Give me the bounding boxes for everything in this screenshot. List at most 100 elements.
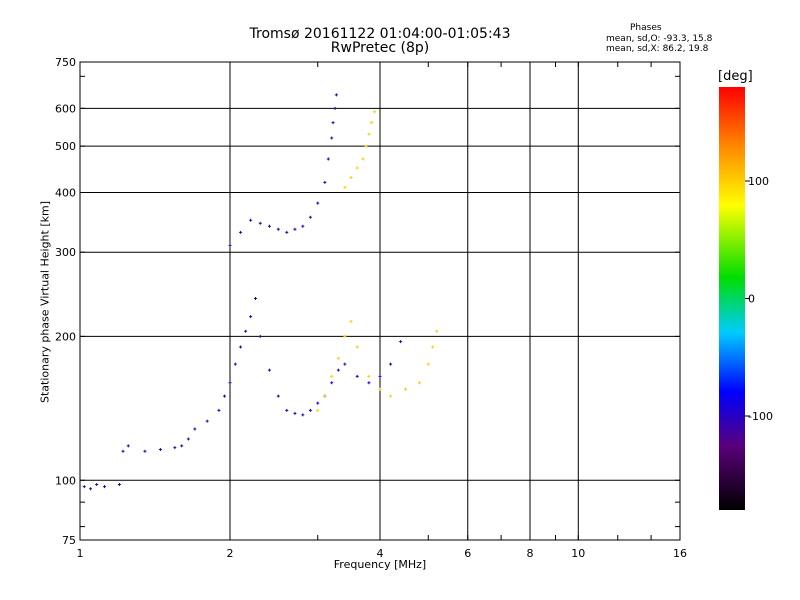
echo-point: [301, 224, 305, 228]
echo-point: [336, 368, 340, 372]
plot-grid: [80, 62, 680, 540]
echo-point: [403, 387, 407, 391]
y-tick-label: 750: [55, 56, 76, 69]
echo-point: [343, 334, 347, 338]
echo-point: [336, 356, 340, 360]
echo-point: [293, 227, 297, 231]
y-tick-label: 100: [55, 474, 76, 487]
echo-point: [355, 345, 359, 349]
echo-point: [333, 106, 337, 110]
echo-point: [117, 482, 121, 486]
echo-point: [228, 381, 232, 385]
echo-point: [370, 121, 374, 125]
echo-point: [258, 221, 262, 225]
y-tick-label: 500: [55, 140, 76, 153]
echo-point: [373, 110, 377, 114]
echo-point: [343, 185, 347, 189]
echo-point: [253, 297, 257, 301]
echo-points: [82, 93, 439, 491]
x-tick-label: 4: [377, 547, 384, 560]
echo-point: [82, 485, 86, 489]
echo-point: [121, 449, 125, 453]
y-tick-label: 400: [55, 186, 76, 199]
y-tick-label: 600: [55, 102, 76, 115]
colorbar-tick-label: 0: [748, 293, 755, 306]
chart-subtitle: RwPretec (8p): [330, 40, 430, 56]
echo-point: [285, 408, 289, 412]
echo-point: [399, 340, 403, 344]
echo-point: [239, 345, 243, 349]
echo-point: [361, 157, 365, 161]
echo-point: [205, 419, 209, 423]
echo-point: [173, 446, 177, 450]
echo-point: [331, 121, 335, 125]
x-axis-label: Frequency [MHz]: [333, 558, 427, 571]
echo-point: [435, 329, 439, 333]
echo-point: [258, 334, 262, 338]
echo-point: [431, 345, 435, 349]
echo-point: [367, 132, 371, 136]
echo-point: [276, 227, 280, 231]
echo-point: [426, 362, 430, 366]
x-tick-label: 16: [673, 547, 687, 560]
colorbar: [719, 87, 745, 510]
phase-legend-heading: Phases: [630, 23, 662, 33]
echo-point: [293, 411, 297, 415]
echo-point: [316, 408, 320, 412]
echo-point: [158, 447, 162, 451]
echo-point: [126, 444, 130, 448]
phase-legend-o-stats: mean, sd,O: -93.3, 15.8: [606, 34, 713, 44]
colorbar-tick-label: -100: [748, 410, 773, 423]
echo-point: [389, 394, 393, 398]
echo-point: [233, 362, 237, 366]
echo-point: [217, 408, 221, 412]
echo-point: [326, 157, 330, 161]
echo-point: [89, 487, 93, 491]
echo-point: [143, 449, 147, 453]
echo-point: [316, 201, 320, 205]
echo-point: [249, 315, 253, 319]
echo-point: [349, 319, 353, 323]
echo-point: [285, 230, 289, 234]
echo-point: [95, 482, 99, 486]
y-tick-label: 200: [55, 330, 76, 343]
echo-point: [308, 408, 312, 412]
echo-point: [367, 374, 371, 378]
echo-point: [249, 218, 253, 222]
echo-point: [378, 374, 382, 378]
echo-point: [308, 215, 312, 219]
y-tick-label: 75: [62, 534, 76, 547]
echo-point: [228, 243, 232, 247]
echo-point: [330, 381, 334, 385]
echo-point: [330, 374, 334, 378]
echo-point: [193, 427, 197, 431]
echo-point: [323, 180, 327, 184]
x-tick-label: 10: [571, 547, 585, 560]
echo-point: [334, 93, 338, 97]
echo-point: [330, 136, 334, 140]
phase-legend-x-stats: mean, sd,X: 86.2, 19.8: [606, 44, 709, 54]
axis-ticks: 1 2 4 6 8 10 16 75 100 200 300 400 500 600 750: [55, 56, 687, 560]
y-tick-label: 300: [55, 246, 76, 259]
echo-point: [316, 401, 320, 405]
echo-point: [223, 394, 227, 398]
x-tick-label: 8: [527, 547, 534, 560]
echo-point: [389, 362, 393, 366]
echo-point: [180, 444, 184, 448]
x-tick-label: 2: [227, 547, 234, 560]
echo-point: [244, 329, 248, 333]
echo-point: [323, 394, 327, 398]
chart-title: Tromsø 20161122 01:04:00-01:05:43: [249, 26, 511, 42]
x-tick-label: 6: [464, 547, 471, 560]
echo-point: [103, 485, 107, 489]
echo-point: [349, 175, 353, 179]
echo-point: [301, 413, 305, 417]
echo-point: [239, 230, 243, 234]
echo-point: [343, 362, 347, 366]
echo-point: [378, 387, 382, 391]
echo-point: [355, 166, 359, 170]
colorbar-tick-label: 100: [748, 175, 769, 188]
echo-point: [276, 394, 280, 398]
echo-point: [417, 381, 421, 385]
